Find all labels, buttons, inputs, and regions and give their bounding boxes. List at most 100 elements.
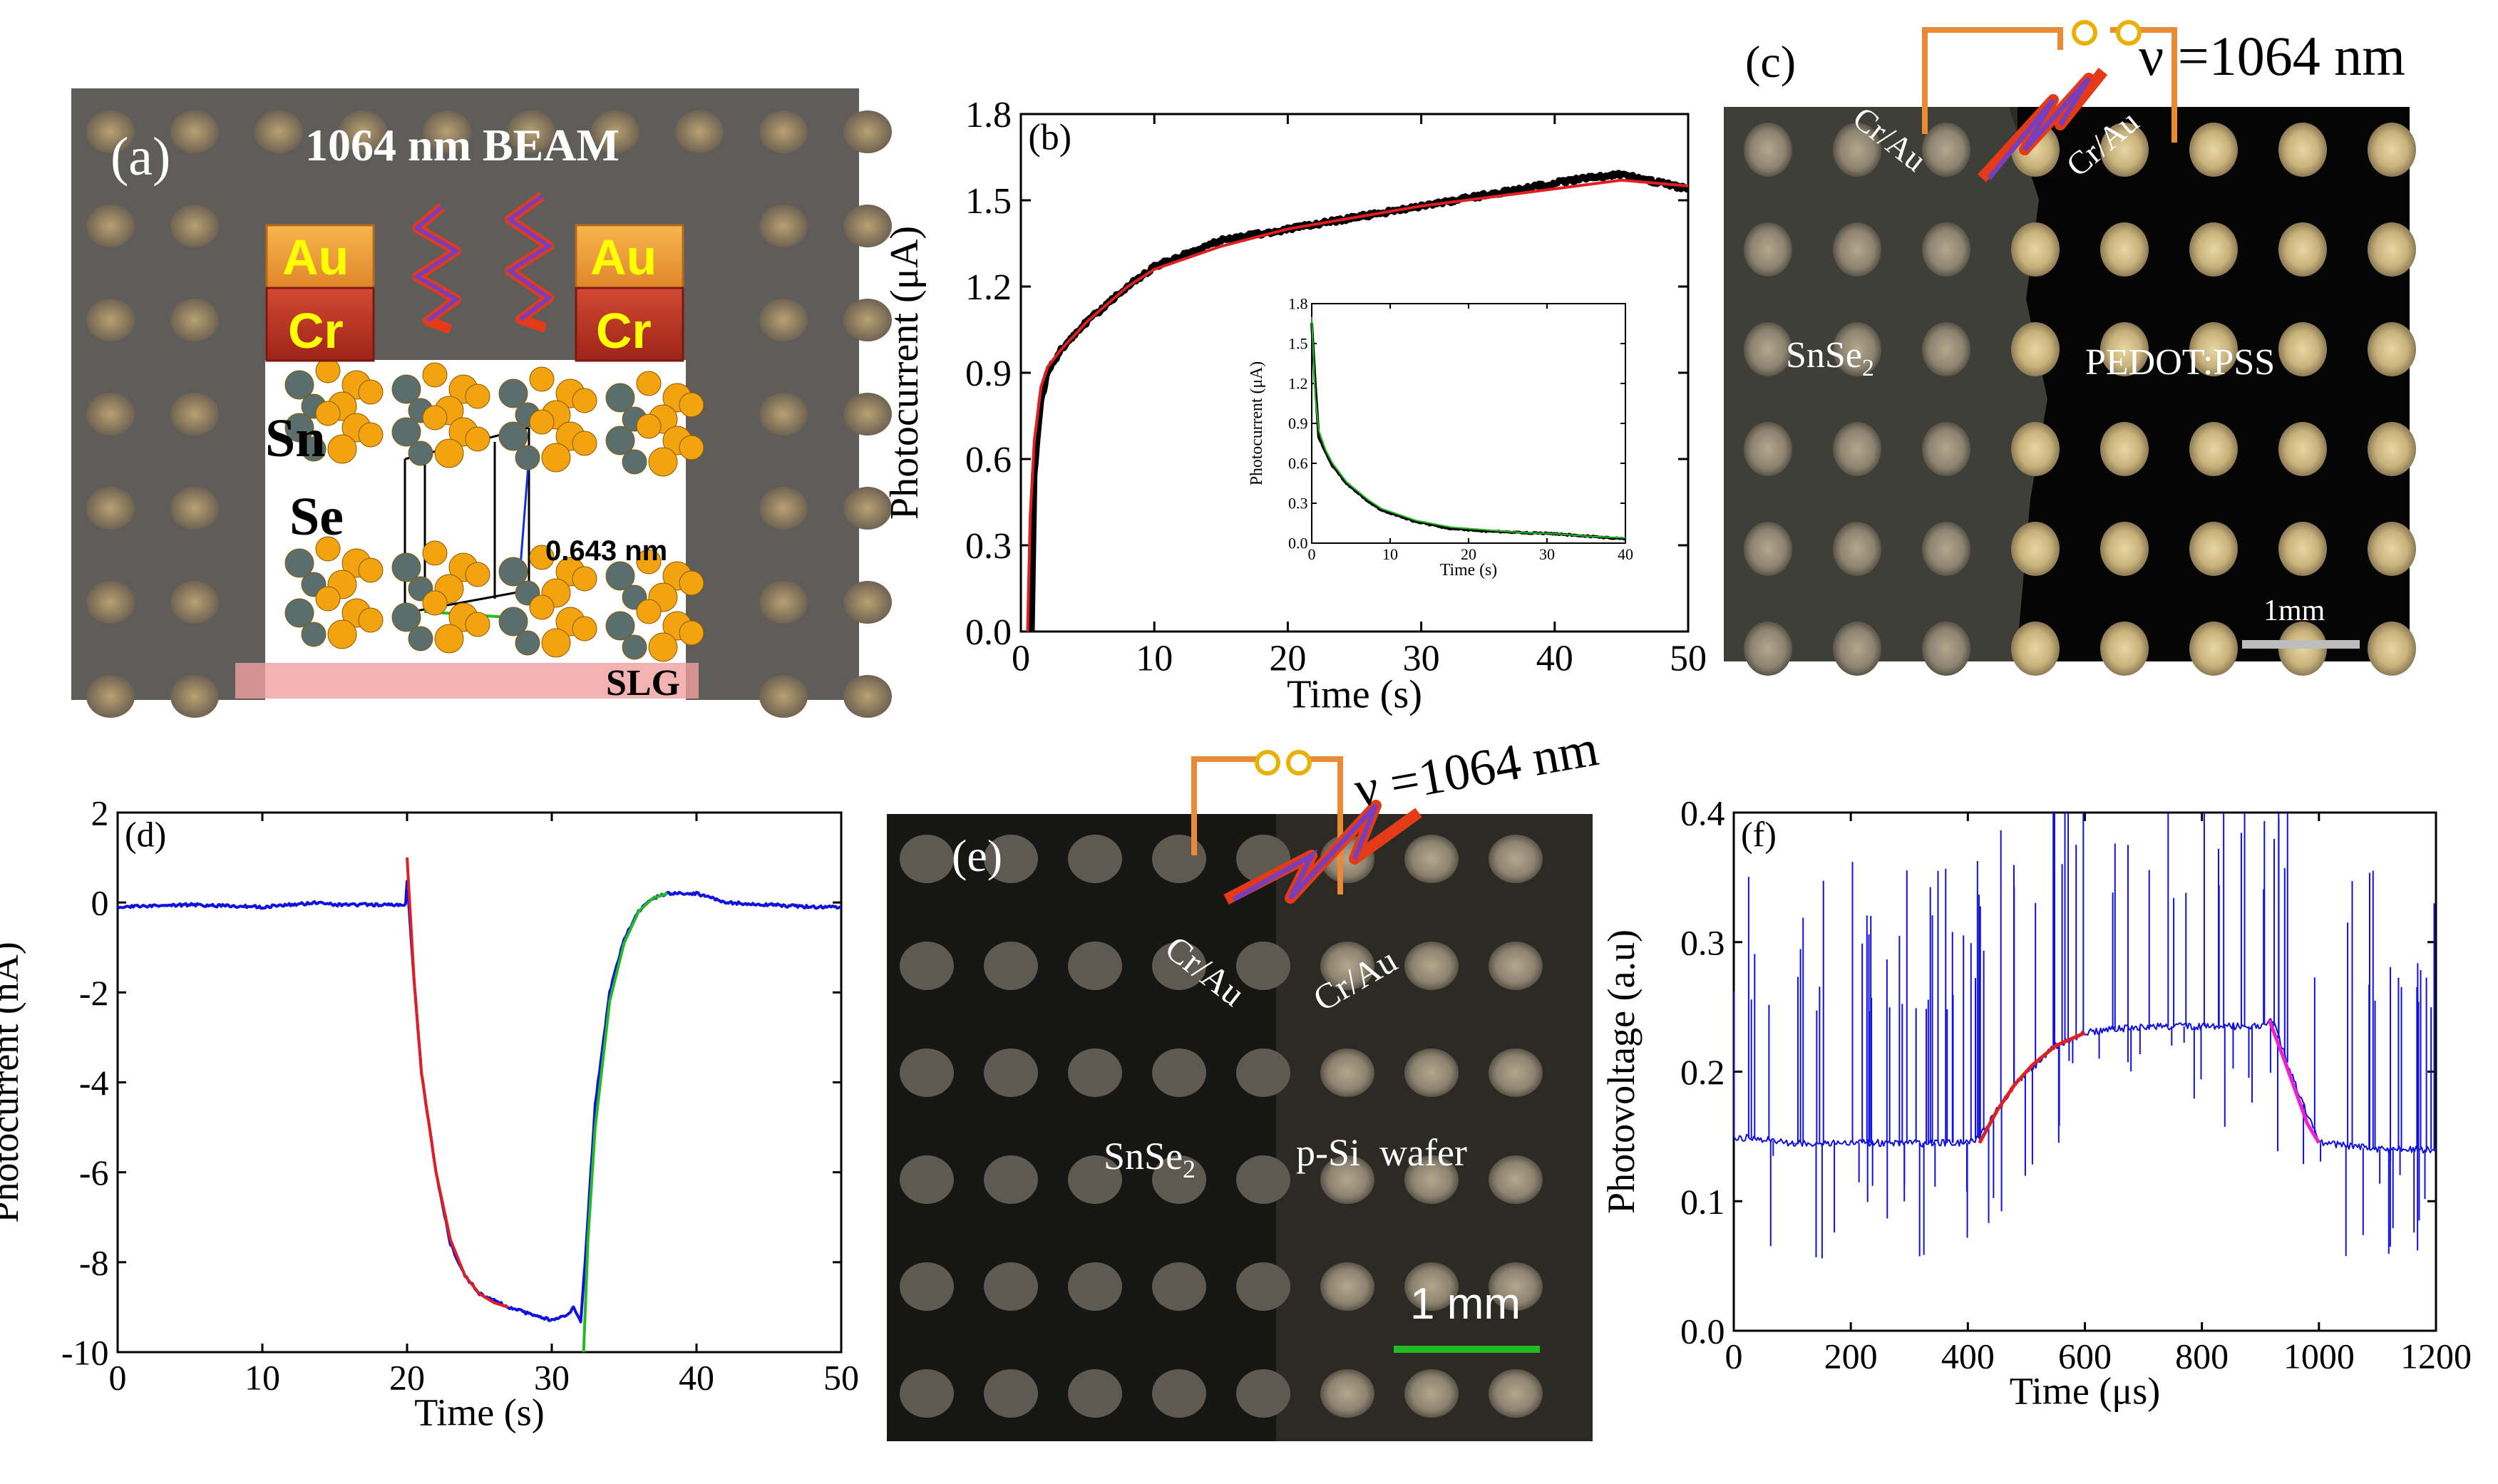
dot (507, 110, 555, 153)
se-label: Se (289, 487, 344, 547)
dot (86, 299, 135, 341)
y-tick-label: -4 (79, 1063, 109, 1103)
atom (679, 392, 704, 418)
atom (422, 405, 448, 431)
dot (1068, 1048, 1122, 1097)
dot (1489, 835, 1543, 883)
x-tick-label: 0 (1012, 639, 1030, 679)
dot (2278, 322, 2327, 376)
dot (86, 393, 135, 436)
atom (636, 371, 662, 396)
psi-region (1276, 814, 1593, 1441)
dot (843, 205, 892, 247)
atom (498, 421, 528, 451)
atom (284, 370, 314, 400)
atom (498, 607, 528, 637)
dot (1152, 942, 1206, 990)
dot (1404, 1048, 1459, 1097)
x-tick-label: 40 (679, 1358, 714, 1398)
dot (1489, 1155, 1543, 1204)
y-tick-label: 0.0 (1680, 1312, 1725, 1351)
y-tick-label: 0.3 (965, 526, 1012, 567)
pedot-region (2018, 107, 2410, 661)
au-left-block (265, 224, 375, 289)
dot (1922, 522, 1970, 576)
slg-bar (235, 663, 699, 699)
atom (679, 435, 704, 460)
dot (2011, 522, 2060, 576)
x-axis-label: Time (s) (414, 1391, 545, 1434)
pedot-label: PEDOT:PSS (2085, 342, 2275, 383)
dot (900, 835, 954, 883)
atom (465, 612, 490, 637)
dot (2011, 422, 2060, 476)
psi-label: p-Si wafer (1296, 1131, 1467, 1174)
atom (605, 611, 635, 641)
atom (636, 413, 662, 439)
dot (1236, 1262, 1290, 1311)
dot (591, 110, 639, 153)
atom (315, 358, 341, 383)
dot (2011, 222, 2060, 277)
dot (984, 1262, 1038, 1311)
dot (843, 581, 892, 624)
atom (284, 598, 314, 628)
dot (1833, 222, 1881, 277)
dot (1320, 1369, 1374, 1418)
panel-c-wave-icon (1978, 68, 2108, 182)
dot (1404, 1369, 1459, 1418)
y-tick-label: 0.9 (1288, 415, 1308, 433)
atom (572, 431, 597, 456)
dot (1489, 1048, 1543, 1097)
atom (605, 426, 635, 455)
x-axis-label: Time (μs) (2010, 1370, 2161, 1413)
dot (2278, 522, 2327, 576)
y-tick-label: 1.5 (965, 181, 1012, 222)
atom (636, 549, 662, 574)
atom (301, 622, 327, 647)
crystal-structure (284, 358, 704, 662)
x-tick-label: 20 (1269, 639, 1306, 679)
atom (529, 594, 555, 620)
panel-letter: (f) (1741, 815, 1777, 855)
x-tick-label: 10 (1136, 639, 1173, 679)
dot (2011, 622, 2060, 676)
dot (170, 581, 219, 624)
panel-e: (e) ν =1064 nm Cr/Au Cr/Au SnSe2 p-Si wa… (887, 719, 1603, 1441)
dot (843, 675, 892, 718)
dot (1404, 1262, 1459, 1311)
dot (1833, 622, 1881, 676)
dot (759, 581, 808, 624)
nu-label-c: ν =1064 nm (2139, 25, 2405, 87)
dot (900, 1048, 954, 1097)
scale-label-c: 1mm (2263, 594, 2325, 627)
dot (2189, 522, 2238, 576)
atom (315, 586, 341, 612)
atom (572, 566, 597, 592)
series-fit-rise (406, 857, 509, 1309)
series-fit-decay (2267, 1019, 2320, 1144)
dot (1744, 123, 1792, 177)
atom (358, 607, 384, 633)
scale-label-e: 1 mm (1410, 1279, 1521, 1329)
dot (1236, 1369, 1290, 1418)
dot (759, 110, 808, 153)
dot (843, 393, 892, 436)
dot (2189, 622, 2238, 676)
atom (498, 378, 528, 408)
dot (1922, 222, 1970, 277)
y-tick-label: 0.3 (1680, 922, 1725, 962)
y-tick-label: 0.6 (965, 440, 1012, 480)
dot (2368, 422, 2416, 476)
dot (1152, 1048, 1206, 1097)
y-tick-label: 0.6 (1288, 455, 1308, 473)
dot (2100, 123, 2149, 177)
dot (1833, 123, 1881, 177)
dot (2368, 322, 2416, 376)
atom (327, 619, 357, 649)
dot (2011, 322, 2060, 376)
atom (541, 443, 571, 473)
x-tick-label: 200 (1824, 1336, 1878, 1376)
dot (1489, 942, 1543, 990)
